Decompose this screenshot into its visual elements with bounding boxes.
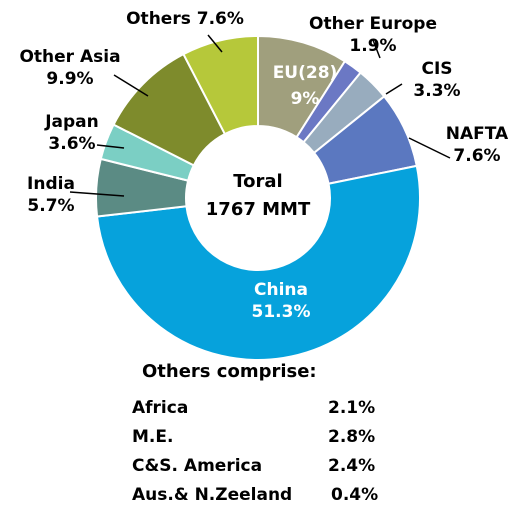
- slice-china: [95, 164, 421, 361]
- slice-value-eu-28: 9%: [291, 89, 320, 109]
- slice-value-china: 51.3%: [252, 302, 311, 322]
- slice-value-india: 5.7%: [27, 196, 74, 216]
- slice-label-india: India: [27, 174, 75, 194]
- slice-value-cis: 3.3%: [413, 81, 460, 101]
- center-total: 1767 MMT: [206, 199, 311, 220]
- donut-hole: [187, 127, 329, 269]
- leader-line-cis: [385, 83, 403, 95]
- slice-label-other-europe: Other Europe: [309, 14, 437, 34]
- leader-line-japan: [96, 144, 125, 149]
- slice-value-japan: 3.6%: [48, 134, 95, 154]
- slice-label-other-asia: Other Asia: [19, 47, 120, 67]
- leader-line-other-europe: [372, 39, 381, 59]
- slice-value-other-asia: 9.9%: [46, 69, 93, 89]
- slice-label-japan: Japan: [44, 112, 99, 132]
- center-title: Toral: [233, 171, 282, 192]
- slice-label-cis: CIS: [421, 59, 452, 79]
- slice-label-others: Others 7.6%: [126, 9, 244, 29]
- slice-others: [182, 34, 259, 136]
- leader-line-others: [207, 34, 223, 53]
- slice-label-eu-28: EU(28): [273, 63, 338, 83]
- slice-label-nafta: NAFTA: [446, 124, 509, 144]
- leader-line-nafta: [408, 137, 451, 159]
- slice-label-china: China: [254, 280, 308, 300]
- leader-line-india: [69, 191, 125, 197]
- slice-value-other-europe: 1.9%: [349, 36, 396, 56]
- leader-line-other-asia: [113, 74, 149, 97]
- slice-value-nafta: 7.6%: [453, 146, 500, 166]
